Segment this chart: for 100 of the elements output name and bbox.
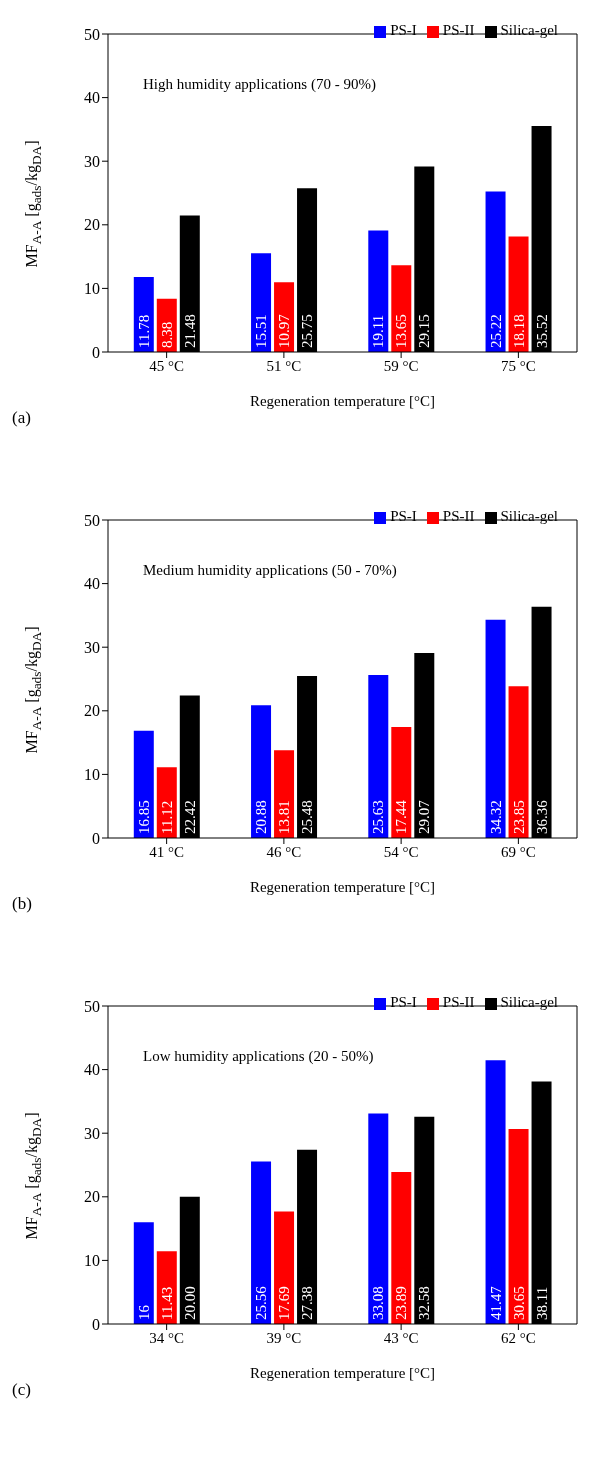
data-label: 22.42 [181,800,198,834]
legend-label: PS-II [442,22,475,38]
data-label: 20.88 [253,800,270,834]
y-tick-label: 40 [84,575,100,593]
bar [391,727,412,838]
y-tick-label: 20 [84,216,100,234]
data-label: 35.52 [533,314,550,348]
x-axis-title: Regeneration temperature [°C] [249,879,436,895]
text: (c) [12,1380,31,1400]
legend-label: PS-I [390,22,417,38]
x-tick-label: 75 °C [500,357,536,374]
data-label: 13.65 [393,314,410,348]
bar [133,1222,154,1324]
data-label: 38.11 [533,1286,550,1320]
x-tick-label: 62 °C [500,1329,536,1346]
y-tick-label: 40 [84,89,100,107]
data-label: 41.47 [487,1285,504,1320]
data-label: 23.85 [510,800,527,834]
data-label: 13.81 [276,800,293,834]
y-tick-label: 30 [84,1124,100,1142]
bar [133,730,154,838]
legend-label: PS-I [390,994,417,1010]
bar [251,253,272,352]
data-label: 32.58 [416,1286,433,1320]
y-tick-label: 10 [84,280,100,298]
data-label: 11.12 [158,800,175,834]
data-label: 30.65 [510,1286,527,1320]
data-label: 21.48 [181,314,198,348]
y-tick-label: 10 [84,766,100,784]
y-tick-label: 0 [92,829,100,847]
legend-label: Silica-gel [500,22,558,38]
x-tick-label: 34 °C [149,1329,185,1346]
bar [368,230,389,352]
data-label: 29.07 [416,799,433,834]
y-tick-label: 0 [92,343,100,361]
data-label: 11.78 [135,314,152,348]
y-tick-label: 50 [84,511,100,529]
bar [485,191,506,352]
legend-label: PS-II [442,994,475,1010]
bar [485,619,506,838]
data-label: 36.36 [533,799,550,834]
data-label: 17.44 [393,799,410,834]
data-label: 25.56 [253,1285,270,1320]
data-label: 23.89 [393,1286,410,1320]
x-tick-label: 39 °C [266,1329,302,1346]
y-tick-label: 50 [84,997,100,1015]
legend-label: PS-II [442,508,475,524]
x-tick-label: 45 °C [149,357,185,374]
data-label: 25.48 [299,800,316,834]
x-tick-label: 43 °C [383,1329,419,1346]
bar [391,1172,412,1324]
x-tick-label: 41 °C [149,843,185,860]
data-label: 27.38 [299,1286,316,1320]
legend-label: Silica-gel [500,994,558,1010]
data-label: 25.63 [370,800,387,834]
bar [508,1129,529,1324]
x-tick-label: 51 °C [266,357,302,374]
y-tick-label: 40 [84,1061,100,1079]
x-tick-label: 69 °C [500,843,536,860]
data-label: 15.51 [253,314,270,348]
annotation: High humidity applications (70 - 90%) [143,76,376,93]
x-tick-label: 54 °C [383,843,419,860]
data-label: 29.15 [416,314,433,348]
data-label: 16.85 [135,800,152,834]
text: (b) [12,894,32,914]
annotation: Low humidity applications (20 - 50%) [143,1048,374,1065]
data-label: 34.32 [487,800,504,834]
data-label: 19.11 [370,314,387,348]
bar [251,705,272,838]
x-axis-title: Regeneration temperature [°C] [249,393,436,409]
bar [485,1060,506,1324]
y-tick-label: 0 [92,1315,100,1333]
y-tick-label: 20 [84,1188,100,1206]
data-label: 10.97 [276,313,293,348]
bar [368,1113,389,1324]
text: (a) [12,408,31,428]
x-tick-label: 59 °C [383,357,419,374]
y-tick-label: 30 [84,638,100,656]
data-label: 16 [135,1304,152,1320]
legend-label: Silica-gel [500,508,558,524]
bar [508,686,529,838]
y-tick-label: 10 [84,1252,100,1270]
bar [251,1161,272,1324]
y-tick-label: 20 [84,702,100,720]
bar [156,767,177,838]
y-tick-label: 30 [84,152,100,170]
legend-label: PS-I [390,508,417,524]
bar [274,1211,295,1324]
annotation: Medium humidity applications (50 - 70%) [143,562,397,579]
y-tick-label: 50 [84,25,100,43]
data-label: 8.38 [158,321,175,348]
x-axis-title: Regeneration temperature [°C] [249,1365,436,1381]
data-label: 25.22 [487,314,504,348]
x-tick-label: 46 °C [266,843,302,860]
data-label: 11.43 [158,1286,175,1320]
data-label: 25.75 [299,314,316,348]
bar [508,236,529,352]
data-label: 33.08 [370,1286,387,1320]
data-label: 17.69 [276,1286,293,1320]
bar [368,674,389,838]
